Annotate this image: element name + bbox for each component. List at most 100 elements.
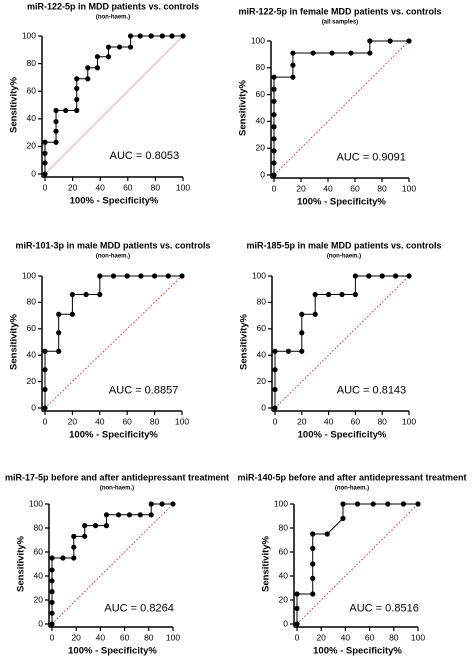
roc-point	[370, 501, 376, 507]
roc-point	[138, 273, 144, 279]
x-tick-label: 100	[402, 183, 416, 193]
x-tick-label: 0	[43, 416, 48, 426]
x-tick-label: 0	[50, 632, 55, 642]
roc-point	[53, 118, 59, 125]
roc-point	[74, 96, 80, 103]
x-tick-label: 20	[68, 182, 78, 192]
roc-point	[271, 160, 277, 166]
roc-point	[271, 98, 277, 104]
y-tick-label: 40	[27, 113, 37, 123]
x-tick-label: 40	[323, 183, 333, 193]
y-tick-label: 0	[260, 169, 265, 179]
roc-point	[393, 273, 399, 279]
y-tick-label: 0	[261, 402, 266, 412]
x-axis-label: 100% - Specificity%	[69, 430, 158, 441]
roc-point	[71, 544, 77, 550]
y-axis-label: Sensitivity%	[9, 76, 20, 133]
roc-point	[339, 291, 345, 298]
y-tick-label: 60	[279, 546, 289, 556]
chart-subtitle: (non-haem.)	[100, 486, 134, 492]
roc-point	[329, 50, 335, 56]
x-axis-label: 100% - Specificity%	[68, 646, 157, 657]
y-tick-label: 0	[283, 618, 288, 628]
roc-point	[165, 273, 171, 279]
y-tick-label: 20	[27, 376, 37, 386]
roc-point	[85, 65, 91, 71]
roc-point	[299, 311, 305, 317]
x-tick-label: 80	[144, 632, 154, 642]
roc-point	[82, 533, 88, 540]
y-tick-label: 100	[252, 270, 266, 280]
auc-annotation: AUC = 0.8143	[337, 385, 406, 397]
x-tick-label: 40	[341, 632, 351, 642]
roc-point	[83, 291, 89, 298]
roc-point	[49, 578, 55, 584]
y-tick-label: 20	[27, 141, 37, 151]
roc-point	[148, 33, 154, 39]
roc-point	[74, 76, 80, 82]
roc-point	[385, 501, 391, 507]
roc-point	[367, 50, 373, 56]
x-tick-label: 60	[365, 632, 375, 642]
roc-line	[296, 503, 418, 624]
roc-point	[310, 50, 316, 56]
roc-point	[294, 621, 300, 627]
roc-point	[271, 124, 277, 130]
roc-point	[290, 62, 296, 68]
chart-subtitle: (non-haem.)	[96, 15, 130, 21]
roc-point	[179, 273, 185, 279]
roc-point	[294, 605, 300, 612]
auc-annotation: AUC = 0.9091	[336, 151, 405, 163]
roc-point	[42, 405, 48, 411]
y-tick-label: 40	[34, 570, 44, 580]
x-tick-label: 0	[272, 183, 277, 193]
roc-point	[69, 291, 75, 298]
x-tick-label: 40	[95, 416, 105, 426]
x-axis-label: 100% - Specificity%	[313, 646, 402, 657]
roc-point	[71, 555, 77, 561]
roc-point	[42, 386, 48, 393]
roc-point	[271, 136, 277, 142]
roc-point	[127, 44, 134, 50]
roc-point	[294, 591, 300, 597]
roc-point	[69, 311, 75, 317]
y-tick-label: 80	[27, 58, 37, 68]
roc-point	[60, 555, 66, 561]
x-tick-label: 80	[377, 416, 387, 426]
roc-point	[148, 501, 154, 507]
roc-point	[271, 112, 277, 118]
roc-point	[56, 330, 62, 336]
reference-line	[273, 40, 410, 176]
roc-point	[42, 348, 48, 354]
roc-point	[56, 348, 62, 354]
roc-point	[310, 561, 316, 567]
y-tick-label: 80	[257, 297, 267, 307]
roc-point	[312, 311, 318, 317]
x-axis-label: 100% - Specificity%	[70, 196, 159, 207]
y-tick-label: 80	[279, 522, 289, 532]
roc-point	[103, 512, 110, 518]
roc-point	[272, 386, 278, 393]
x-tick-label: 60	[123, 182, 133, 192]
roc-point	[103, 523, 110, 529]
y-tick-label: 20	[256, 142, 266, 152]
x-tick-label: 20	[68, 416, 78, 426]
y-tick-label: 100	[251, 35, 265, 45]
roc-point	[379, 273, 385, 279]
x-tick-label: 40	[324, 416, 334, 426]
roc-point	[63, 107, 69, 114]
roc-point	[271, 86, 277, 92]
roc-point	[49, 610, 55, 616]
y-tick-label: 40	[27, 349, 37, 359]
auc-annotation: AUC = 0.8516	[349, 602, 418, 614]
roc-point	[42, 160, 48, 166]
x-tick-label: 60	[122, 416, 132, 426]
roc-point	[110, 273, 117, 279]
roc-point	[310, 531, 316, 537]
roc-point	[406, 38, 412, 44]
roc-point	[272, 367, 278, 373]
roc-point	[354, 501, 361, 507]
chart-subtitle: (all samples)	[322, 20, 358, 26]
x-tick-label: 40	[95, 182, 105, 192]
roc-point	[53, 139, 59, 145]
